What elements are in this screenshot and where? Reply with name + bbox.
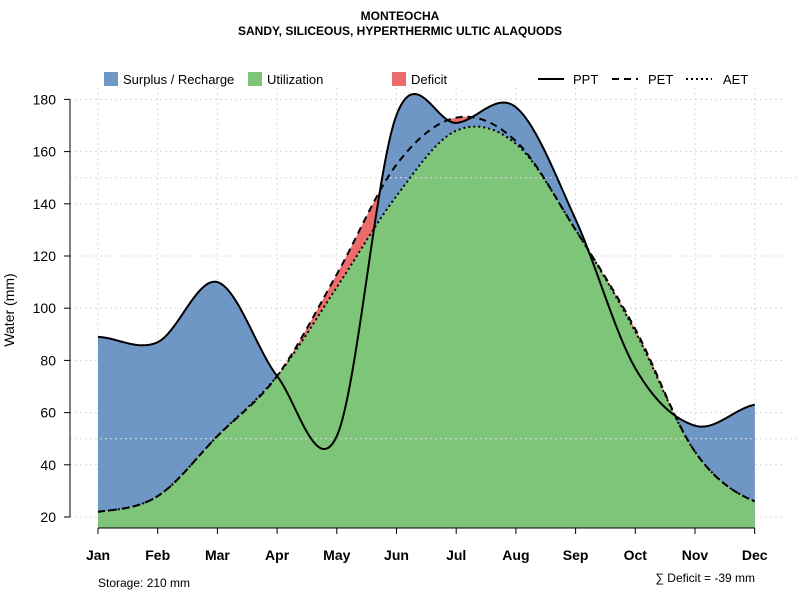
y-tick-label: 60 [40,405,56,421]
x-tick-label: Feb [145,547,170,563]
chart-title: MONTEOCHA [361,9,440,23]
utilization-area [98,126,755,528]
x-tick-label: Dec [742,547,768,563]
x-tick-label: May [323,547,350,563]
storage-note: Storage: 210 mm [98,576,190,590]
area-fills [98,93,755,528]
legend-swatch-deficit [392,72,406,86]
legend-swatch-surplus [104,72,118,86]
series-lines [97,92,756,513]
legend-label-aet: AET [723,72,748,87]
legend-label-pet: PET [648,72,673,87]
legend: Surplus / Recharge Utilization Deficit P… [104,72,748,87]
x-tick-label: Aug [502,547,529,563]
x-tick-label: Apr [265,547,290,563]
reference-lines [70,177,800,440]
series-line-ppt [97,92,755,451]
chart-subtitle: SANDY, SILICEOUS, HYPERTHERMIC ULTIC ALA… [238,24,562,38]
y-tick-label: 180 [33,91,57,107]
legend-label-utilization: Utilization [267,72,323,87]
legend-label-deficit: Deficit [411,72,448,87]
y-axis-label: Water (mm) [1,273,17,346]
y-tick-label: 80 [40,352,56,368]
legend-label-ppt: PPT [573,72,598,87]
legend-label-surplus: Surplus / Recharge [123,72,234,87]
y-tick-label: 120 [33,248,57,264]
y-tick-label: 140 [33,196,57,212]
y-tick-label: 20 [40,509,56,525]
x-tick-label: Sep [563,547,589,563]
y-tick-label: 40 [40,457,56,473]
x-tick-label: Jul [446,547,466,563]
y-tick-label: 160 [33,144,57,160]
y-tick-label: 100 [33,300,57,316]
x-tick-label: Oct [624,547,648,563]
x-tick-label: Jun [384,547,409,563]
series-line-pet [97,115,756,513]
axes: 20 40 60 80 100 120 140 160 180 Jan Feb Mar Apr May Ju… [33,91,768,563]
legend-swatch-utilization [248,72,262,86]
x-tick-label: Jan [86,547,110,563]
deficit-note: ∑ Deficit = -39 mm [655,571,755,585]
x-tick-label: Nov [682,547,709,563]
x-tick-label: Mar [205,547,230,563]
